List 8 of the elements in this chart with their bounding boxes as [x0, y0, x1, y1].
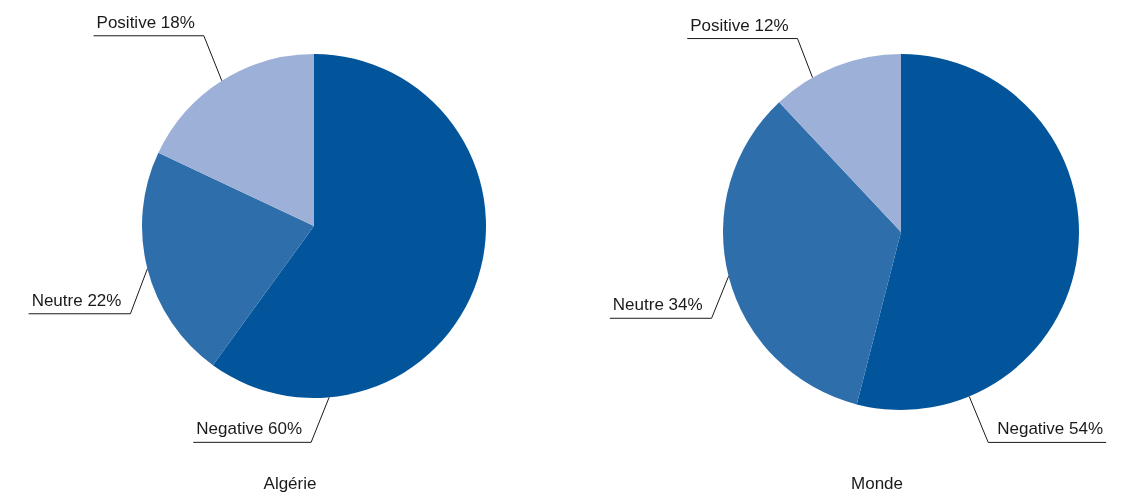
- slice-label: Positive 18%: [96, 12, 195, 32]
- text: Monde: [851, 474, 903, 493]
- slice-label: Positive 12%: [690, 15, 789, 35]
- slice-label: Neutre 34%: [612, 295, 703, 315]
- slice-label: Negative 54%: [997, 419, 1104, 439]
- slice-label: Neutre 22%: [31, 290, 122, 310]
- slice-label: Negative 60%: [196, 419, 303, 439]
- text: Algérie: [263, 474, 317, 493]
